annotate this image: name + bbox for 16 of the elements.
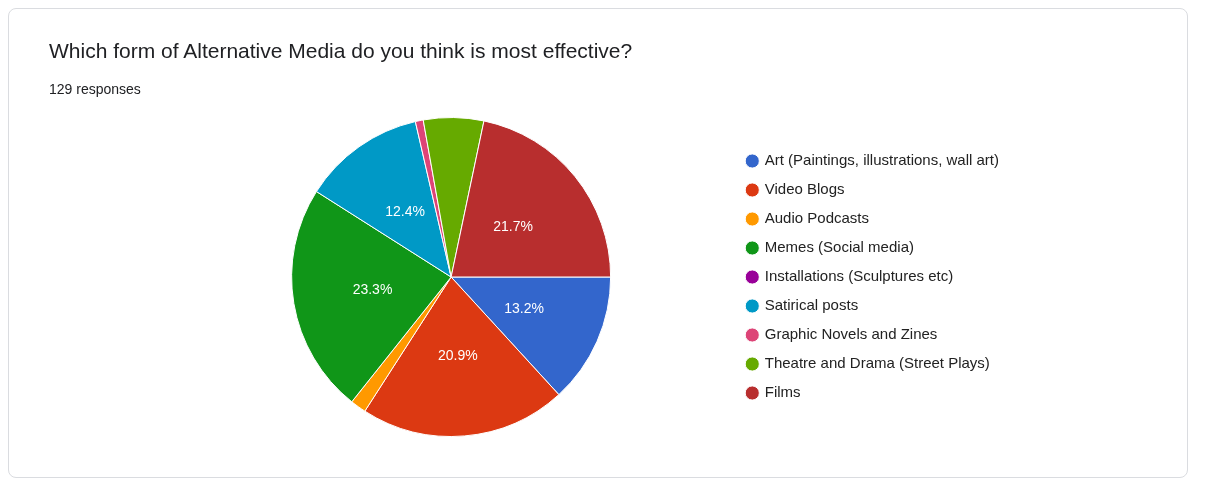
legend-label: Theatre and Drama (Street Plays) [764, 354, 990, 372]
legend-label: Installations (Sculptures etc) [764, 267, 954, 285]
data-label: 23.3% [352, 281, 393, 298]
legend-label: Art (Paintings, illustrations, wall art) [764, 151, 1000, 169]
legend-label: Graphic Novels and Zines [764, 325, 938, 343]
legend-label: Memes (Social media) [764, 238, 914, 256]
chart-title: Which form of Alternative Media do you think is most effective? [49, 39, 634, 63]
legend-label: Satirical posts [764, 296, 859, 314]
legend-label: Films [764, 383, 801, 401]
data-label: 20.9% [438, 347, 478, 364]
data-label: 13.2% [504, 299, 544, 316]
text: 129 responses [49, 81, 142, 97]
data-label: 12.4% [385, 202, 425, 219]
legend-label: Video Blogs [764, 180, 845, 198]
legend-label: Audio Podcasts [764, 209, 869, 227]
data-label: 21.7% [493, 217, 533, 234]
